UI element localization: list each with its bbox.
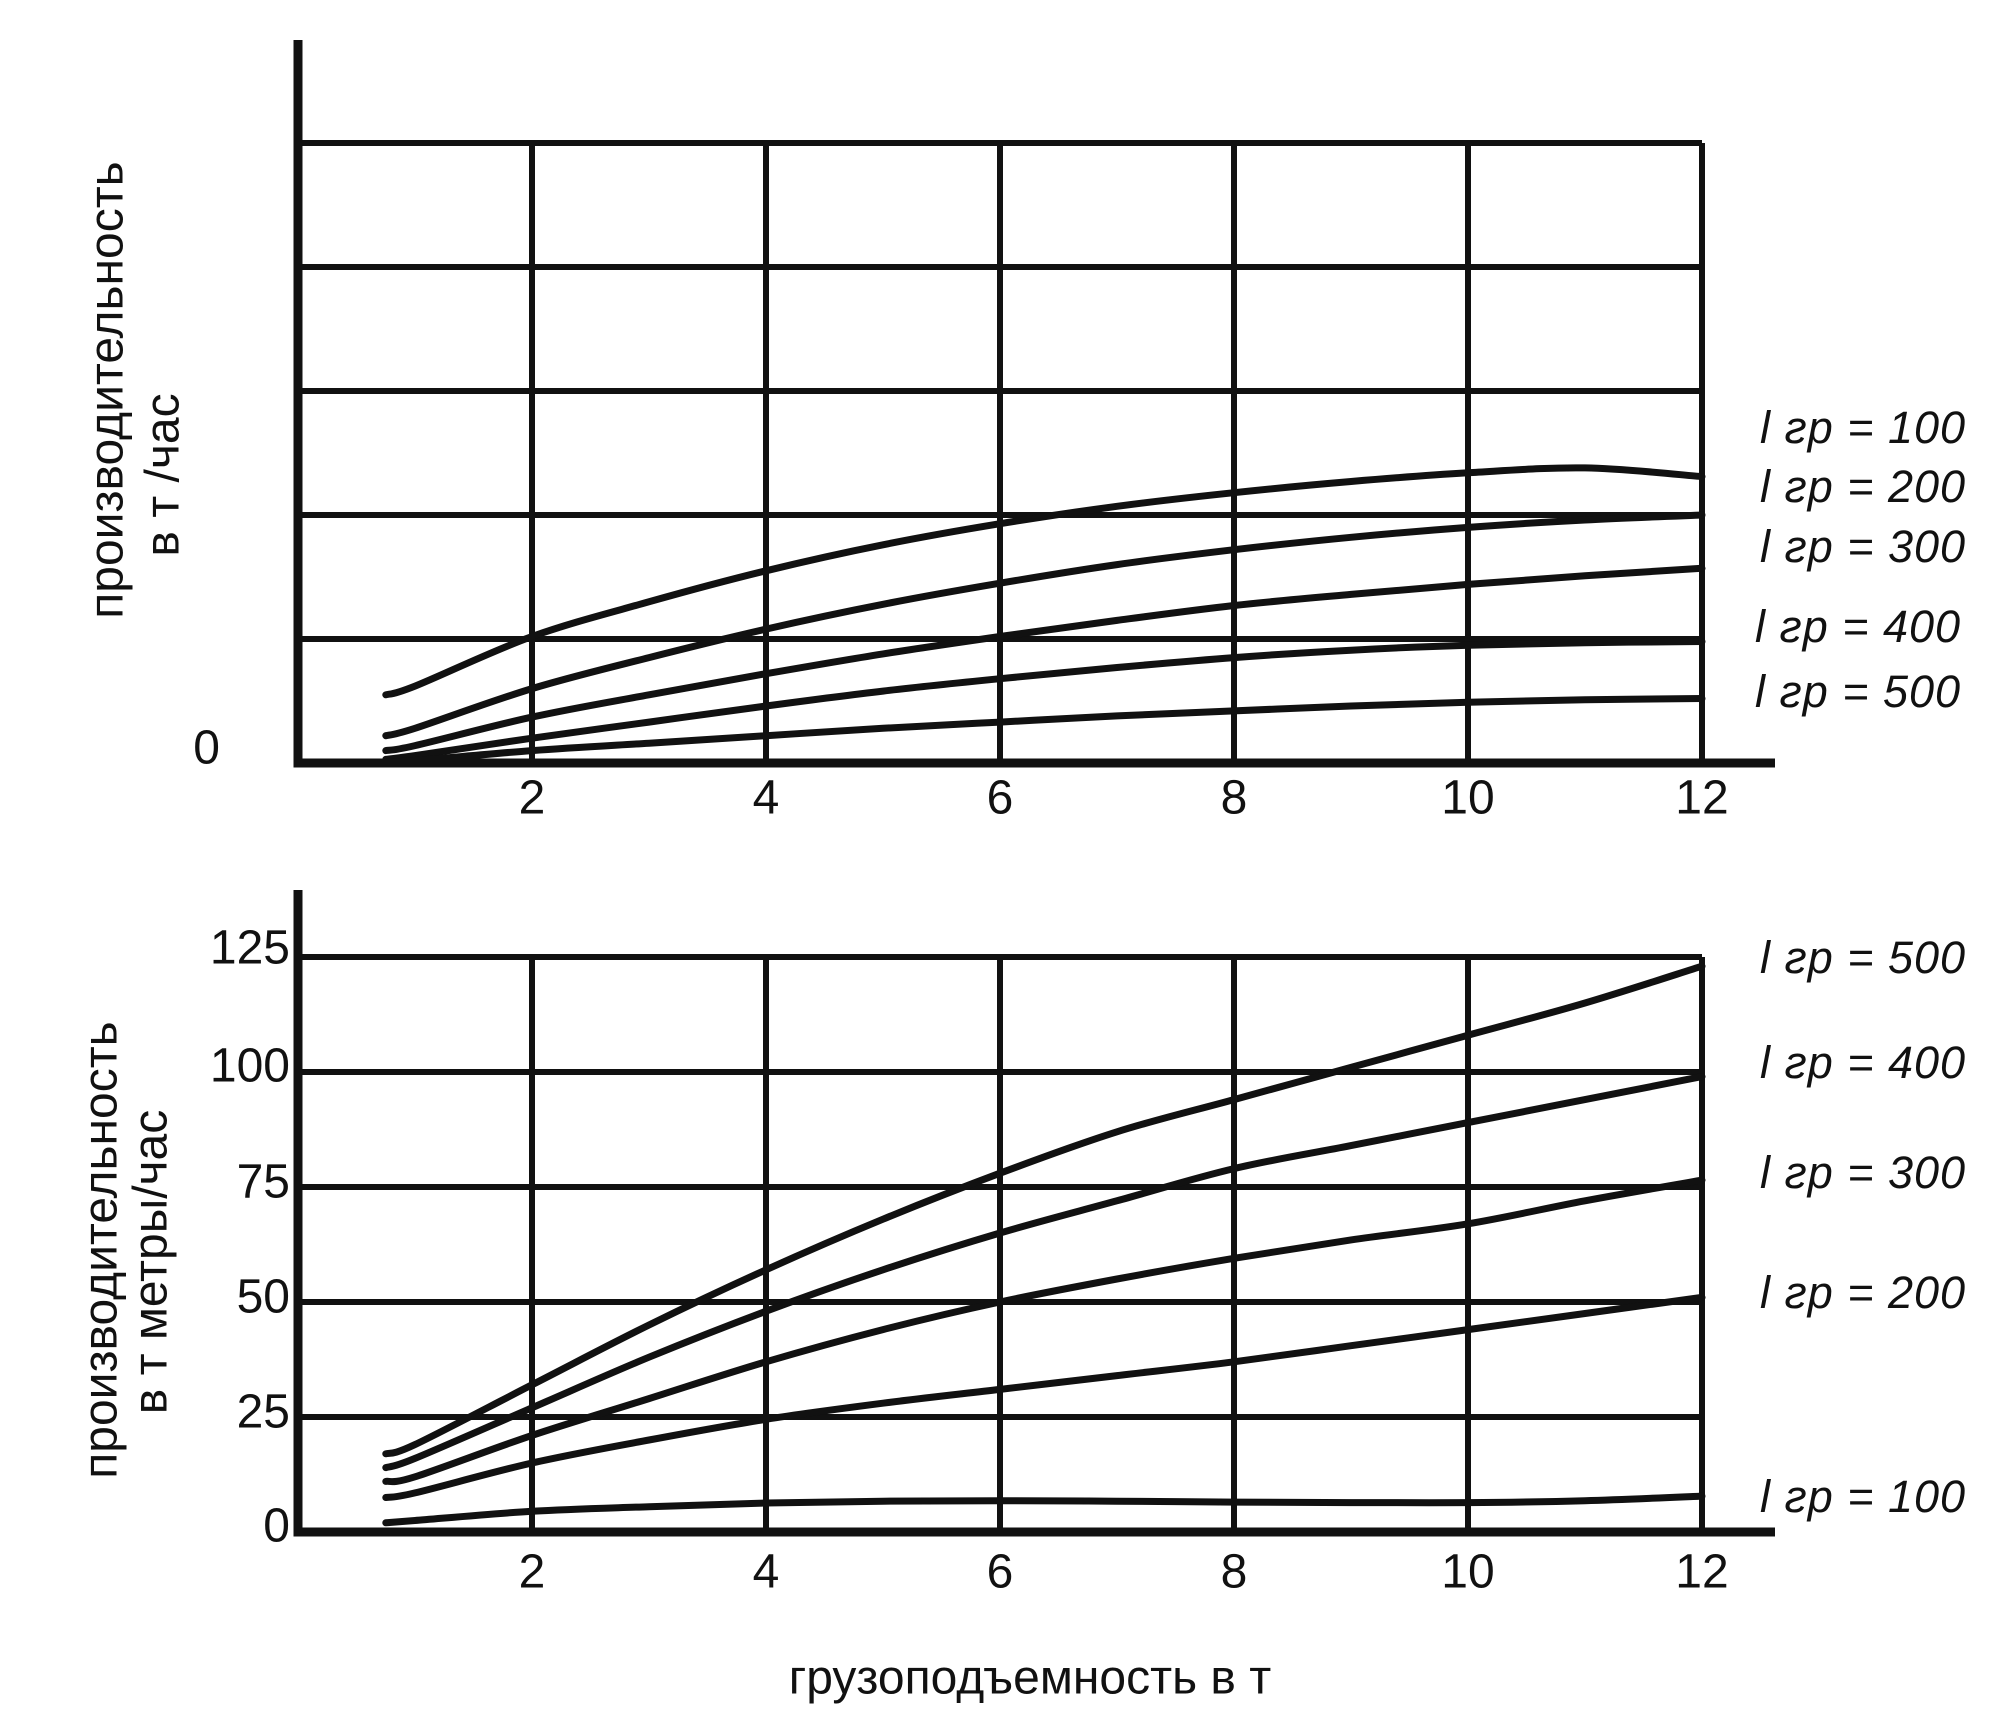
bottom-legend-item-400: l гр = 400 [1760,1037,1967,1088]
top-chart-xtick-2: 2 [518,771,546,825]
bottom-legend-item-300: l гр = 300 [1760,1147,1967,1198]
bottom-curve-400 [382,1073,1706,1472]
top-legend-item-200: l гр = 200 [1760,461,1967,512]
bottom-chart-xtick-2: 2 [518,1545,546,1599]
xaxis-title: грузоподъемность в т [788,1651,1272,1705]
bottom-chart-ytick-75: 75 [236,1155,290,1209]
bottom-curve-300 [382,1176,1706,1486]
top-chart-xtick-12: 12 [1675,771,1729,825]
top-legend-item-400: l гр = 400 [1755,601,1962,652]
bottom-chart-xtick-10: 10 [1441,1545,1495,1599]
bottom-curve-200 [382,1293,1706,1501]
top-chart-ylabel-line2: в т /час [136,393,190,557]
top-chart-xtick-6: 6 [986,771,1014,825]
top-curve-400 [382,638,1706,763]
bottom-curve-100 [382,1492,1706,1527]
bottom-chart-ytick-125: 125 [209,921,290,975]
top-chart-xtick-10: 10 [1441,771,1495,825]
bottom-chart-ytick-25: 25 [236,1385,290,1439]
top-chart-ytick-0: 0 [193,721,220,775]
bottom-chart-ytick-50: 50 [236,1270,290,1324]
top-legend-item-100: l гр = 100 [1760,402,1967,453]
top-chart-ylabel-line1: производительность [80,161,134,619]
top-chart-xtick-8: 8 [1220,771,1248,825]
bottom-legend-item-100: l гр = 100 [1760,1471,1967,1522]
top-curve-300 [382,564,1706,755]
bottom-chart-xtick-12: 12 [1675,1545,1729,1599]
top-legend-item-300: l гр = 300 [1760,521,1967,572]
bottom-curve-500 [382,962,1706,1458]
bottom-chart-xtick-8: 8 [1220,1545,1248,1599]
top-legend-item-500: l гр = 500 [1755,666,1962,717]
bottom-legend-item-200: l гр = 200 [1760,1267,1967,1318]
top-curve-100 [382,464,1706,699]
top-curve-500 [382,695,1706,766]
bottom-chart-xtick-6: 6 [986,1545,1014,1599]
bottom-chart-xtick-4: 4 [752,1545,780,1599]
bottom-legend-item-500: l гр = 500 [1760,932,1967,983]
top-curve-200 [382,511,1706,740]
bottom-chart-ytick-0: 0 [263,1499,290,1553]
bottom-chart-ytick-100: 100 [209,1039,290,1093]
top-chart-xtick-4: 4 [752,771,780,825]
